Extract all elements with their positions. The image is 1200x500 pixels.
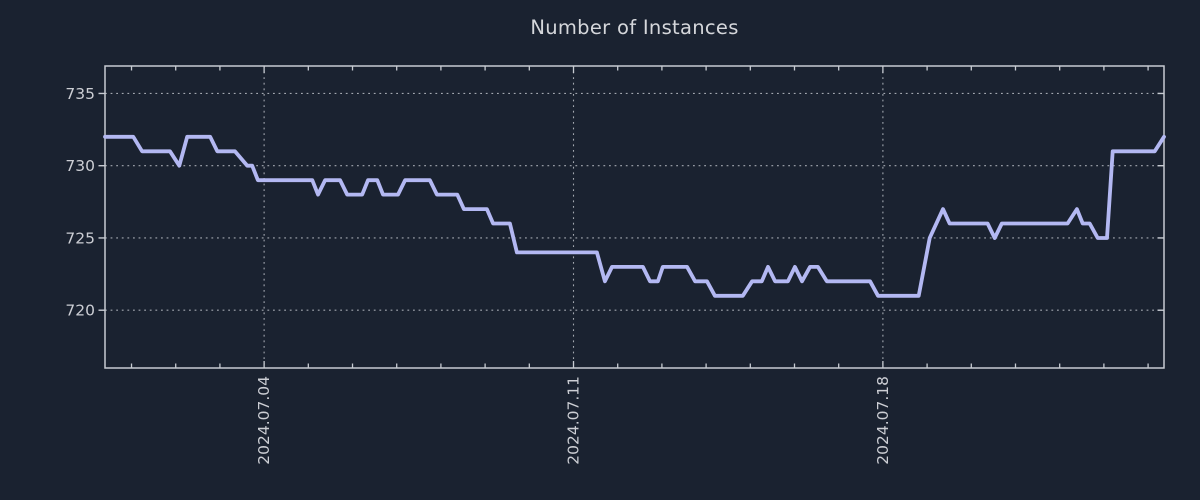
- x-tick-label: 2024.07.11: [565, 376, 583, 465]
- y-tick-label: 725: [65, 229, 95, 247]
- y-tick-label: 720: [65, 302, 95, 320]
- series-line-instances: [103, 134, 1166, 298]
- chart-title: Number of Instances: [530, 16, 739, 39]
- y-tick-label: 730: [65, 157, 95, 175]
- y-tick-label: 735: [65, 85, 95, 103]
- x-tick-label: 2024.07.18: [874, 376, 892, 465]
- plot-border: [104, 65, 1165, 369]
- x-tick-label: 2024.07.04: [255, 376, 273, 465]
